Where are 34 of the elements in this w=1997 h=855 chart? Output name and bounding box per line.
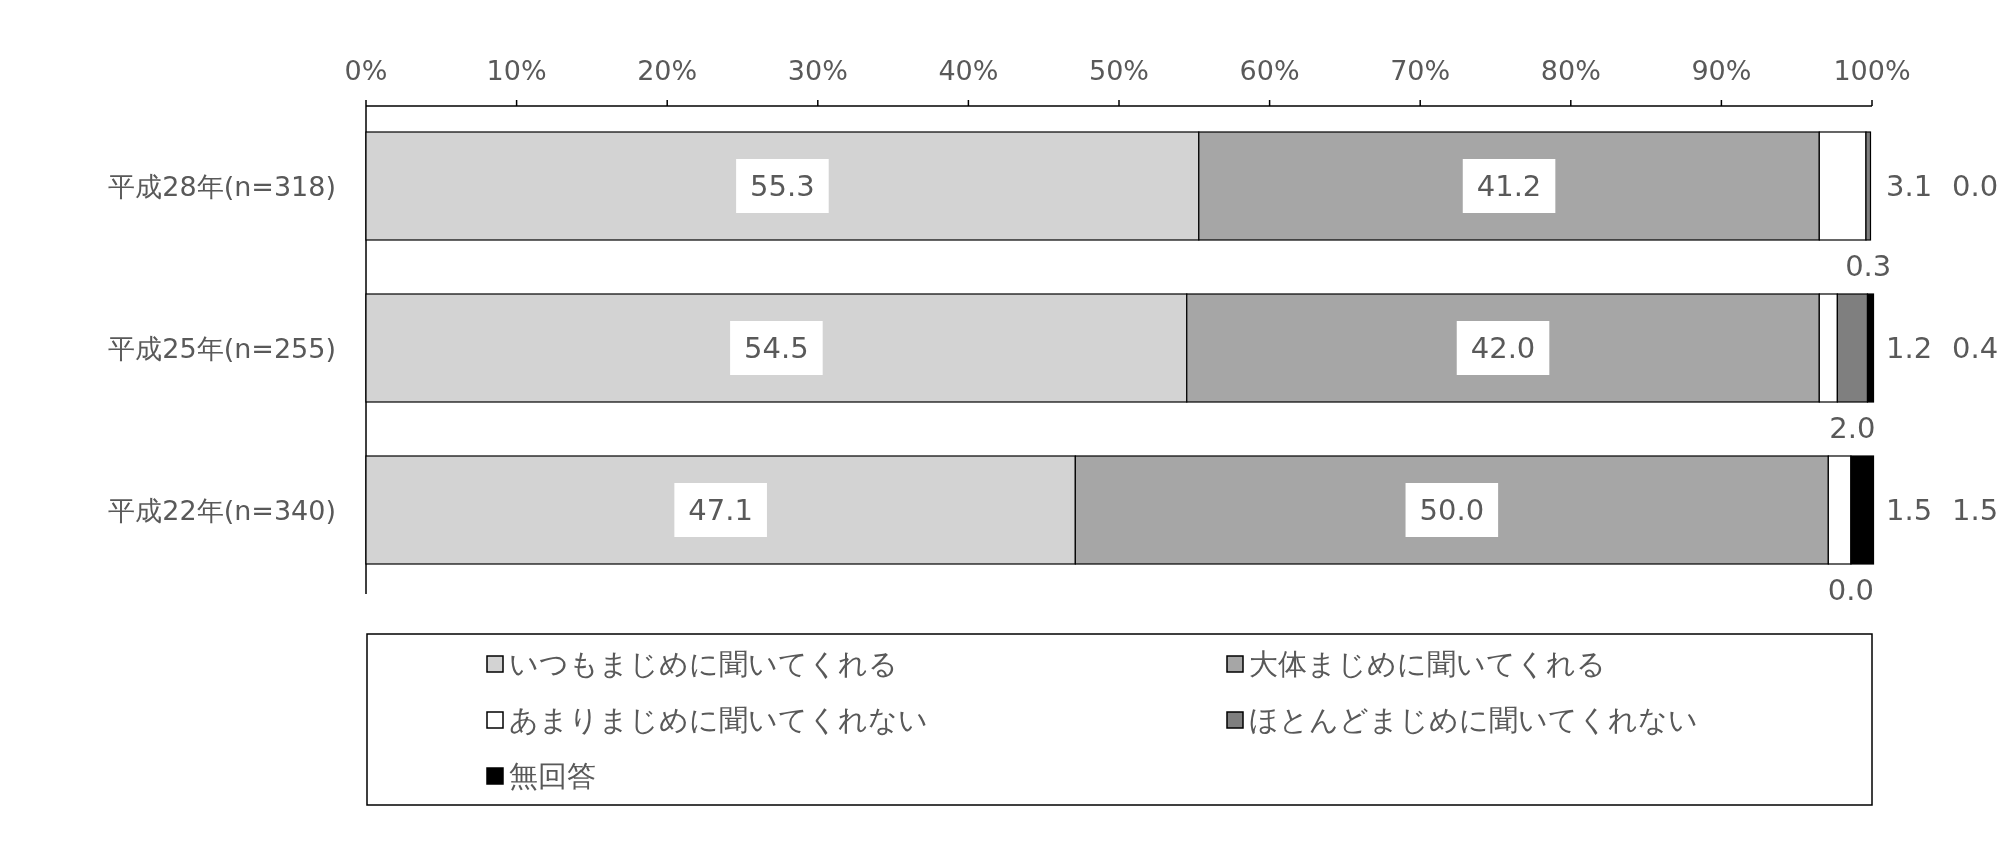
data-label: 42.0 — [1470, 331, 1536, 365]
data-label: 55.3 — [750, 169, 815, 203]
x-tick-label: 90% — [1691, 54, 1752, 86]
legend-label: 大体まじめに聞いてくれる — [1249, 647, 1606, 681]
data-label: 0.4 — [1952, 331, 1997, 365]
data-label: 1.5 — [1886, 493, 1933, 527]
x-tick-label: 60% — [1239, 54, 1300, 86]
x-tick-label: 80% — [1540, 54, 1601, 86]
data-label: 50.0 — [1419, 493, 1485, 527]
x-tick-label: 100% — [1833, 54, 1911, 86]
data-label: 0.3 — [1845, 249, 1892, 283]
data-label: 54.5 — [744, 331, 809, 365]
y-tick-label: 平成25年(n=255) — [108, 332, 336, 364]
data-label: 1.2 — [1886, 331, 1933, 365]
legend-label: あまりまじめに聞いてくれない — [509, 703, 928, 737]
data-label: 3.1 — [1886, 169, 1933, 203]
data-label: 2.0 — [1829, 411, 1876, 445]
y-tick-label: 平成22年(n=340) — [108, 494, 336, 526]
legend-label: 無回答 — [509, 759, 596, 793]
y-tick-label: 平成28年(n=318) — [108, 170, 336, 202]
data-label: 1.5 — [1952, 493, 1997, 527]
x-tick-label: 70% — [1390, 54, 1451, 86]
x-tick-label: 30% — [787, 54, 848, 86]
x-tick-label: 50% — [1088, 54, 1150, 86]
x-tick-label: 0% — [344, 54, 388, 86]
data-label: 47.1 — [688, 493, 753, 527]
x-tick-label: 10% — [486, 54, 547, 86]
x-tick-label: 40% — [938, 54, 999, 86]
data-label: 0.0 — [1952, 169, 1997, 203]
legend-label: ほとんどまじめに聞いてくれない — [1249, 703, 1698, 737]
data-label: 0.0 — [1827, 573, 1874, 607]
legend-label: いつもまじめに聞いてくれる — [509, 647, 898, 681]
x-tick-label: 20% — [637, 54, 698, 86]
data-label: 41.2 — [1476, 169, 1542, 203]
